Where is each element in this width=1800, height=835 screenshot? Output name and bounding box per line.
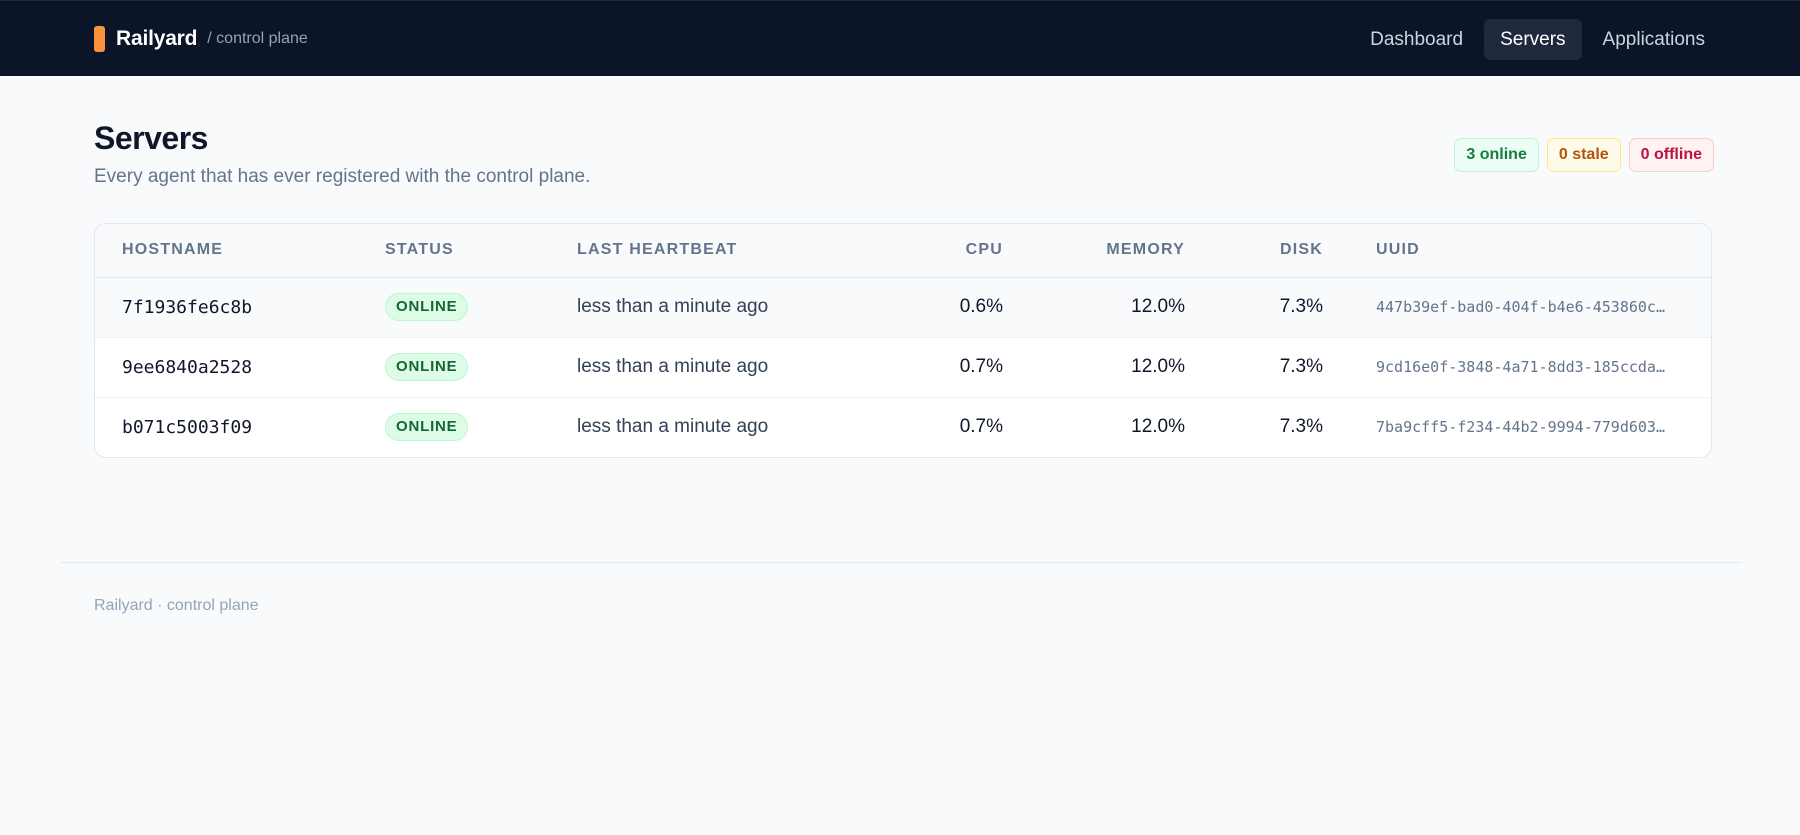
memory-cell: 12.0% [1003,337,1185,398]
brand-name: Railyard [116,27,198,50]
table-row[interactable]: b071c5003f09 ONLINE less than a minute a… [95,397,1711,457]
table-row[interactable]: 7f1936fe6c8b ONLINE less than a minute a… [95,277,1711,338]
online-count-badge: 3 online [1454,138,1539,172]
cpu-cell: 0.7% [959,416,1003,438]
status-badge: ONLINE [385,353,469,381]
memory-cell: 12.0% [1131,416,1185,438]
status-badge: ONLINE [385,413,469,442]
uuid-cell: 447b39ef-bad0-404f-b4e6-453860c… [1323,277,1711,338]
status-cell: ONLINE [385,277,577,338]
hostname-cell[interactable]: 7f1936fe6c8b [95,277,385,338]
brand-logo-icon [94,26,105,52]
status-cell: ONLINE [385,397,577,457]
disk-cell: 7.3% [1185,277,1323,338]
heartbeat-cell: less than a minute ago [577,337,882,398]
disk-cell: 7.3% [1279,416,1323,438]
servers-table-card: HOSTNAME STATUS LAST HEARTBEAT CPU MEMOR… [94,223,1712,458]
uuid-cell: 7ba9cff5-f234-44b2-9994-779d603… [1376,418,1665,437]
main-nav: Dashboard Servers Applications [1349,19,1721,60]
col-uuid[interactable]: UUID [1323,224,1711,278]
col-memory[interactable]: MEMORY [1003,224,1185,278]
col-status[interactable]: STATUS [385,224,577,278]
hostname-cell[interactable]: b071c5003f09 [122,416,253,438]
disk-cell: 7.3% [1185,337,1323,398]
uuid-cell: 9cd16e0f-3848-4a71-8dd3-185ccda… [1323,337,1711,398]
stale-count-badge: 0 stale [1546,138,1621,172]
heartbeat-cell: less than a minute ago [577,277,882,338]
top-bar: Railyard / control plane Dashboard Serve… [0,0,1800,76]
footer-text: Railyard · control plane [94,597,259,614]
cpu-cell: 0.6% [882,277,1003,338]
nav-servers[interactable]: Servers [1484,19,1582,60]
table-header-row: HOSTNAME STATUS LAST HEARTBEAT CPU MEMOR… [95,224,1711,278]
page-title: Servers [94,120,208,156]
col-cpu[interactable]: CPU [882,224,1003,278]
servers-table: HOSTNAME STATUS LAST HEARTBEAT CPU MEMOR… [95,224,1711,457]
col-last-heartbeat[interactable]: LAST HEARTBEAT [577,224,882,278]
heartbeat-cell: less than a minute ago [577,416,769,438]
nav-applications[interactable]: Applications [1602,29,1705,50]
status-summary: 3 online 0 stale 0 offline [1446,138,1714,172]
status-cell: ONLINE [385,337,577,398]
status-badge: ONLINE [385,293,469,321]
cpu-cell: 0.7% [882,337,1003,398]
footer-divider [61,562,1742,563]
col-hostname[interactable]: HOSTNAME [95,224,385,278]
brand-subtitle: / control plane [207,30,308,47]
brand[interactable]: Railyard / control plane [94,25,308,53]
nav-dashboard[interactable]: Dashboard [1370,29,1464,50]
table-row[interactable]: 9ee6840a2528 ONLINE less than a minute a… [95,337,1711,398]
page-subtitle: Every agent that has ever registered wit… [94,166,591,187]
offline-count-badge: 0 offline [1628,138,1714,172]
col-disk[interactable]: DISK [1185,224,1323,278]
hostname-cell[interactable]: 9ee6840a2528 [95,337,385,398]
memory-cell: 12.0% [1003,277,1185,338]
